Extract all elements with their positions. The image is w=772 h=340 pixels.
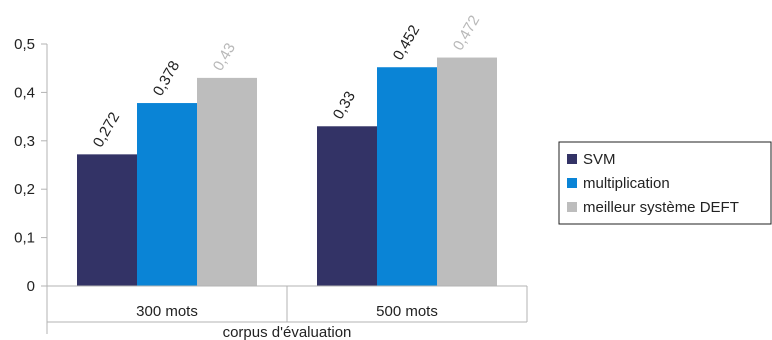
bar [377, 67, 437, 286]
data-label: 0,378 [150, 58, 183, 99]
data-label: 0,272 [90, 109, 123, 150]
legend-label: meilleur système DEFT [583, 199, 739, 216]
data-label: 0,33 [330, 88, 359, 122]
data-label: 0,43 [210, 40, 239, 74]
bar [137, 103, 197, 286]
bar [317, 126, 377, 286]
data-label: 0,472 [450, 13, 483, 54]
bar [77, 154, 137, 286]
y-axis-ticks: 0 0,1 0,2 0,3 0,4 0,5 [14, 36, 47, 295]
data-label: 0,452 [390, 22, 423, 63]
legend-swatch [567, 202, 577, 212]
bars [77, 58, 497, 286]
y-tick-label: 0,2 [14, 181, 35, 198]
y-tick-label: 0,1 [14, 230, 35, 247]
y-tick-label: 0,5 [14, 36, 35, 53]
bar [197, 78, 257, 286]
x-axis-title: corpus d'évaluation [223, 324, 352, 340]
legend-label: multiplication [583, 175, 670, 192]
legend-label: SVM [583, 151, 616, 168]
bar [437, 58, 497, 286]
y-tick-label: 0,3 [14, 133, 35, 150]
legend-swatch [567, 178, 577, 188]
category-label: 500 mots [376, 303, 438, 320]
y-tick-label: 0 [27, 278, 35, 295]
legend: SVM multiplication meilleur système DEFT [559, 142, 771, 224]
y-tick-label: 0,4 [14, 84, 35, 101]
category-label: 300 mots [136, 303, 198, 320]
legend-swatch [567, 154, 577, 164]
